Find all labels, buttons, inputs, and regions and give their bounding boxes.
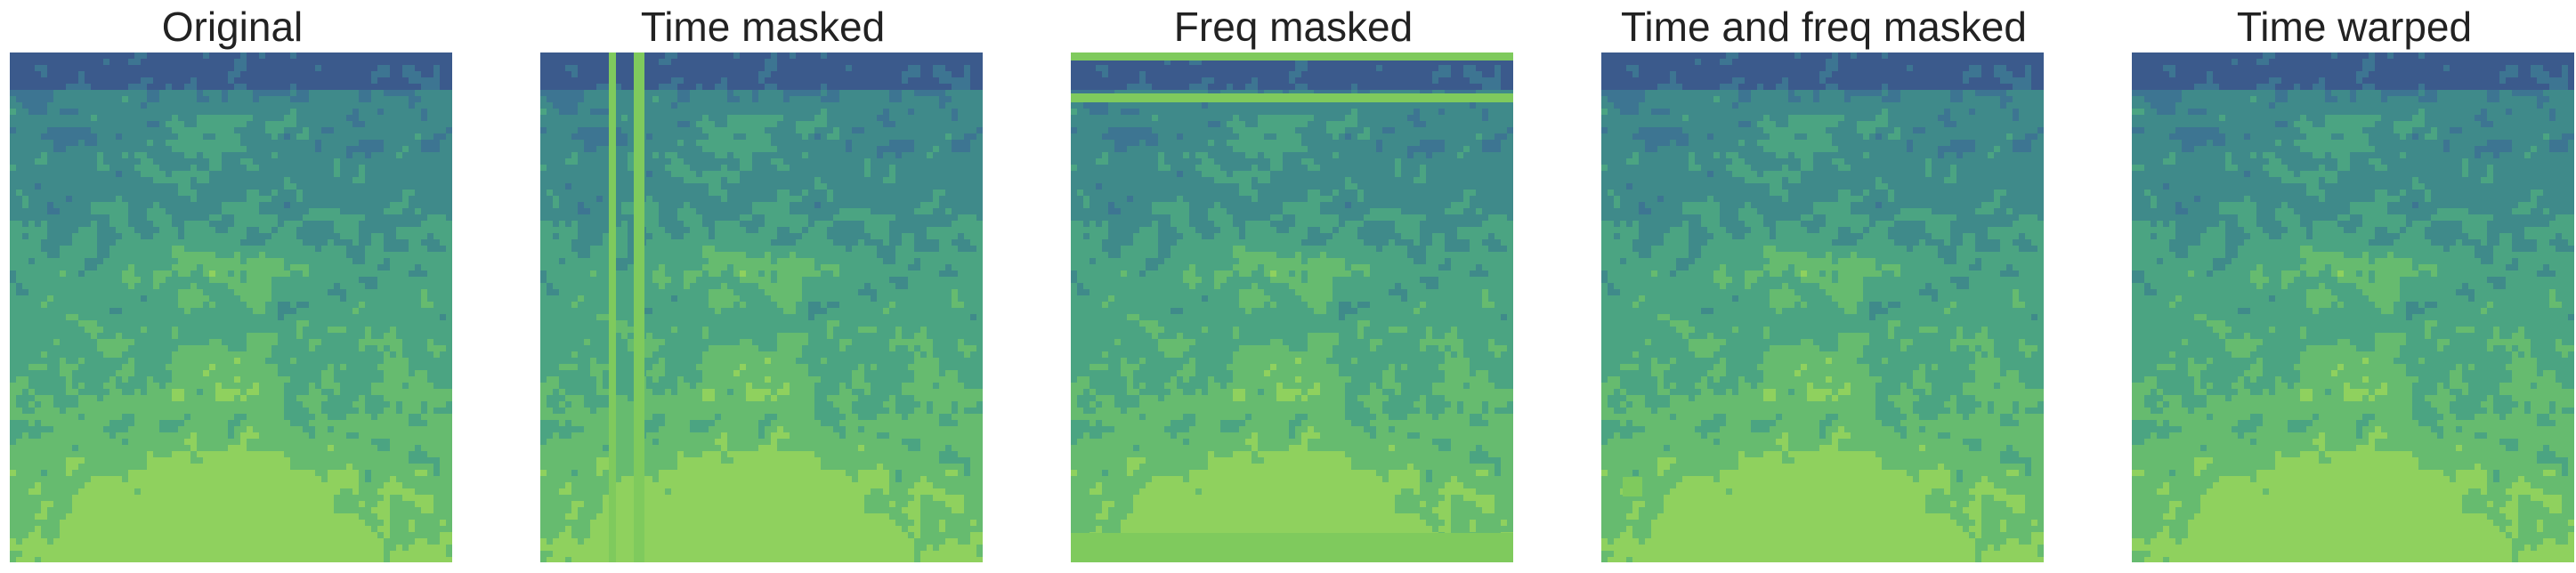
spectrogram-heatmap	[1601, 52, 2044, 562]
panel-time-warped: Time warped	[2132, 0, 2576, 573]
spectrogram-heatmap	[1071, 52, 1513, 562]
panel-original: Original	[10, 0, 455, 573]
time-mask-band	[609, 52, 616, 562]
freq-mask-band	[1071, 52, 1513, 61]
spectrogram-heatmap	[540, 52, 983, 562]
spectrogram-plot	[1601, 52, 2044, 562]
freq-mask-band	[1071, 533, 1513, 562]
spectrogram-heatmap	[2132, 52, 2574, 562]
chart-title: Original	[0, 0, 508, 53]
time-freq-mask-block	[1623, 477, 1642, 496]
chart-title: Time and freq masked	[1548, 0, 2100, 53]
chart-title: Freq masked	[1017, 0, 1569, 53]
freq-mask-band	[1071, 93, 1513, 102]
chart-title: Time masked	[487, 0, 1039, 53]
time-mask-band	[634, 52, 644, 562]
chart-title: Time warped	[2078, 0, 2576, 53]
panel-time-and-freq-masked: Time and freq masked	[1601, 0, 2046, 573]
spectrogram-plot	[2132, 52, 2574, 562]
spectrogram-plot	[540, 52, 983, 562]
spectrogram-plot	[1071, 52, 1513, 562]
panel-freq-masked: Freq masked	[1071, 0, 1516, 573]
spectrogram-plot	[10, 52, 452, 562]
spectrogram-heatmap	[10, 52, 452, 562]
panel-time-masked: Time masked	[540, 0, 985, 573]
